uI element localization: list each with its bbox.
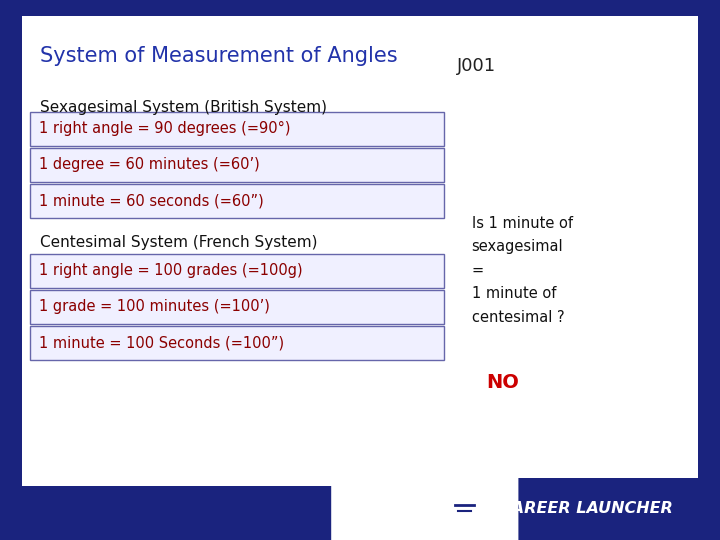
Text: 1 grade = 100 minutes (=100’): 1 grade = 100 minutes (=100’) [39,300,270,314]
Text: NO: NO [486,373,519,392]
Text: Is 1 minute of
sexagesimal
=
1 minute of
centesimal ?: Is 1 minute of sexagesimal = 1 minute of… [472,216,572,325]
Circle shape [446,487,482,528]
PathPatch shape [331,408,518,540]
Text: 1 minute = 60 seconds (=60”): 1 minute = 60 seconds (=60”) [39,194,264,208]
Text: 1 degree = 60 minutes (=60’): 1 degree = 60 minutes (=60’) [39,158,260,172]
Text: 1 minute = 100 Seconds (=100”): 1 minute = 100 Seconds (=100”) [39,336,284,350]
Text: CAREER LAUNCHER: CAREER LAUNCHER [500,501,673,516]
Text: System of Measurement of Angles: System of Measurement of Angles [40,46,397,66]
Text: J001: J001 [457,57,496,75]
Text: 1 right angle = 100 grades (=100g): 1 right angle = 100 grades (=100g) [39,264,302,278]
Text: Centesimal System (French System): Centesimal System (French System) [40,235,317,250]
Text: Sexagesimal System (British System): Sexagesimal System (British System) [40,100,327,115]
Text: 1 right angle = 90 degrees (=90°): 1 right angle = 90 degrees (=90°) [39,122,290,136]
